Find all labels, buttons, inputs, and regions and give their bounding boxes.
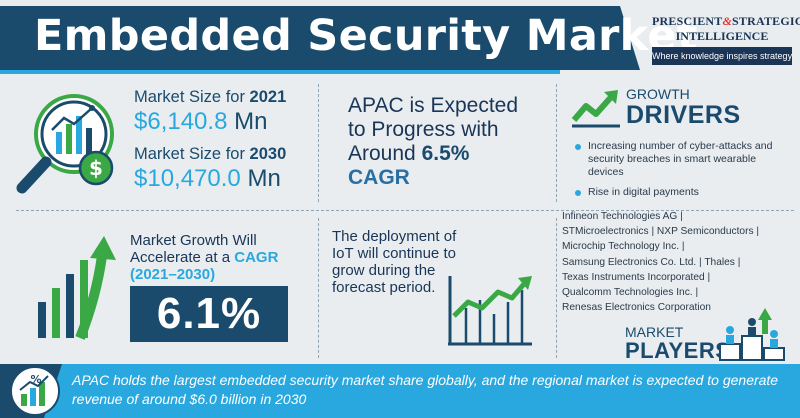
list-item: Microchip Technology Inc. | bbox=[562, 241, 685, 253]
list-item: Samsung Electronics Co. Ltd. | Thales | bbox=[562, 256, 741, 268]
brand-line1: PRESCIENT&STRATEGIC bbox=[652, 14, 800, 28]
market-growth-years: (2021–2030) bbox=[130, 266, 216, 283]
title-band bbox=[0, 6, 640, 70]
market-growth-cagr-value: 6.1% bbox=[130, 286, 288, 342]
market-size-2030-value: $10,470.0 Mn bbox=[134, 165, 281, 192]
market-size-2021-label: Market Size for 2021 bbox=[134, 88, 287, 106]
svg-text:%: % bbox=[30, 373, 41, 386]
bar-growth-icon bbox=[38, 236, 116, 340]
list-item: Increasing number of cyber-attacks and s… bbox=[572, 140, 794, 179]
growth-drivers-title: DRIVERS bbox=[626, 101, 741, 129]
list-item: Infineon Technologies AG | bbox=[562, 211, 683, 222]
title-accent-line bbox=[0, 70, 560, 74]
divider-vertical-top-right bbox=[556, 84, 557, 202]
list-item: Texas Instruments Incorporated | bbox=[562, 271, 711, 283]
divider-horizontal bbox=[16, 210, 794, 211]
divider-vertical-bottom-left bbox=[318, 218, 319, 358]
dollar-coin-icon: $ bbox=[78, 150, 114, 186]
brand-tagline: Where knowledge inspires strategy bbox=[652, 47, 792, 65]
bottom-banner bbox=[0, 364, 800, 418]
market-growth-text: Market Growth Will Accelerate at a CAGR bbox=[130, 232, 279, 266]
apac-cagr-text: APAC is Expected to Progress with Around… bbox=[348, 94, 519, 189]
brand-line2: INTELLIGENCE bbox=[675, 29, 769, 43]
list-item: Rise in digital payments bbox=[572, 186, 794, 199]
list-item: Qualcomm Technologies Inc. | bbox=[562, 287, 699, 299]
line-chart-icon bbox=[448, 276, 532, 346]
divider-vertical-top-left bbox=[318, 84, 319, 202]
percent-growth-icon: % bbox=[10, 366, 60, 416]
header: Embedded Security Market PRESCIENT&STRAT… bbox=[0, 0, 800, 76]
growth-arrow-icon bbox=[571, 90, 620, 128]
divider-vertical-bottom-right bbox=[556, 218, 557, 358]
market-size-2030-label: Market Size for 2030 bbox=[134, 145, 287, 163]
list-item: STMicroelectronics | NXP Semiconductors … bbox=[562, 226, 760, 238]
iot-text: The deployment of IoT will continue to g… bbox=[332, 228, 457, 296]
market-players-list: Infineon Technologies AG | STMicroelectr… bbox=[562, 209, 794, 315]
svg-text:$: $ bbox=[89, 156, 103, 180]
market-players-small: MARKET bbox=[625, 324, 684, 340]
brand-logo: PRESCIENT&STRATEGIC INTELLIGENCE bbox=[652, 6, 800, 64]
market-players-title: PLAYERS bbox=[625, 338, 731, 363]
page-title: Embedded Security Market bbox=[34, 11, 698, 61]
people-podium-icon bbox=[719, 308, 785, 361]
growth-drivers-list: Increasing number of cyber-attacks and s… bbox=[572, 140, 794, 206]
banner-text: APAC holds the largest embedded security… bbox=[72, 372, 779, 407]
list-item: Renesas Electronics Corporation bbox=[562, 302, 711, 314]
growth-drivers-small: GROWTH bbox=[626, 86, 690, 102]
market-size-2021-value: $6,140.8 Mn bbox=[134, 108, 268, 135]
